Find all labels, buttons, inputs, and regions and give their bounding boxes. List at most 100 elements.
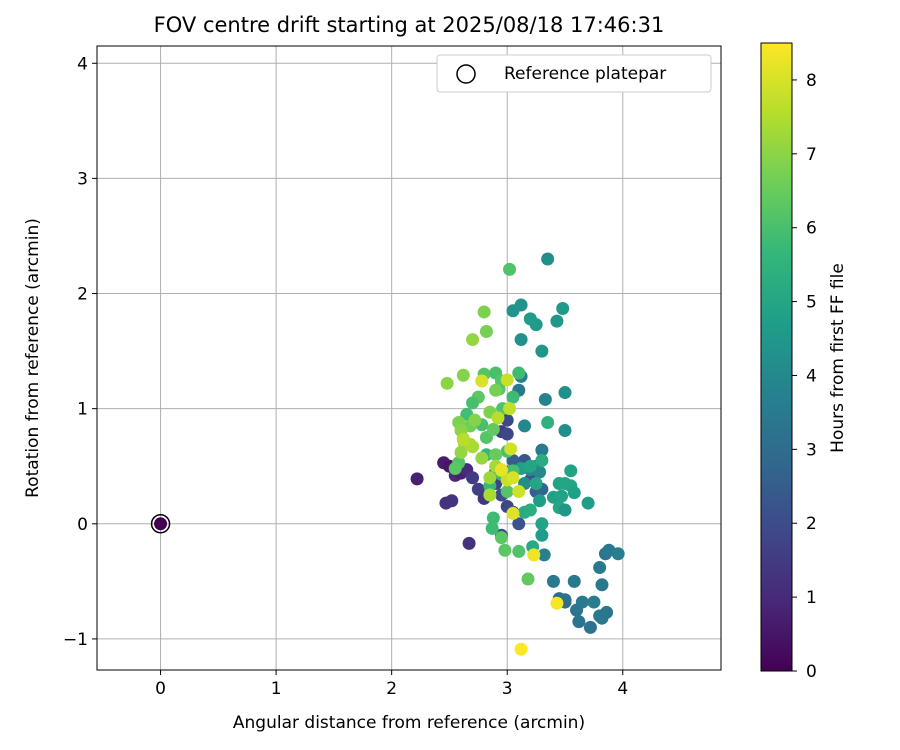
data-point xyxy=(558,424,572,438)
data-point xyxy=(564,464,578,478)
data-point xyxy=(523,503,537,517)
data-point xyxy=(583,620,597,634)
x-tick-label: 1 xyxy=(271,679,282,699)
data-point xyxy=(535,453,549,467)
data-point xyxy=(477,305,491,319)
data-point xyxy=(541,415,555,429)
data-point xyxy=(512,544,526,558)
data-point xyxy=(466,471,480,485)
scatter-points xyxy=(150,252,625,656)
data-point xyxy=(581,496,595,510)
data-point xyxy=(500,427,514,441)
data-point xyxy=(593,561,607,575)
data-point xyxy=(468,413,482,427)
data-point xyxy=(500,373,514,387)
y-axis-ticks: −1 0 1 2 3 4 xyxy=(63,54,97,650)
data-point xyxy=(475,374,489,388)
data-point xyxy=(611,547,625,561)
x-tick-label: 2 xyxy=(386,679,397,699)
data-point xyxy=(600,605,614,619)
x-tick-label: 3 xyxy=(502,679,513,699)
y-axis-label: Rotation from reference (arcmin) xyxy=(23,218,43,498)
data-point xyxy=(462,536,476,550)
colorbar-label: Hours from first FF file xyxy=(828,263,848,453)
data-point xyxy=(558,503,572,517)
legend: Reference platepar xyxy=(436,54,712,93)
data-point xyxy=(587,595,601,609)
data-point xyxy=(483,471,497,485)
data-point xyxy=(506,506,520,520)
colorbar-tick-label: 8 xyxy=(806,71,817,91)
data-point xyxy=(550,596,564,610)
data-point xyxy=(483,488,497,502)
data-point xyxy=(503,262,517,276)
data-point xyxy=(546,574,560,588)
data-point xyxy=(556,301,570,315)
data-point xyxy=(512,517,526,531)
data-point xyxy=(535,443,549,457)
data-point xyxy=(494,463,508,477)
x-axis-label: Angular distance from reference (arcmin) xyxy=(233,713,585,733)
data-point xyxy=(572,615,586,629)
data-point xyxy=(514,298,528,312)
y-tick-label: 4 xyxy=(77,54,88,74)
colorbar-tick-label: 7 xyxy=(806,145,817,165)
data-point xyxy=(498,543,512,557)
data-point xyxy=(523,459,537,473)
y-tick-label: 2 xyxy=(77,285,88,305)
data-point xyxy=(494,531,508,545)
data-point xyxy=(454,445,468,459)
legend-box xyxy=(436,54,712,93)
data-point xyxy=(521,572,535,586)
data-point xyxy=(475,451,489,465)
x-tick-label: 0 xyxy=(155,679,166,699)
data-point xyxy=(440,376,454,390)
data-point xyxy=(567,574,581,588)
data-point xyxy=(533,494,547,508)
data-point xyxy=(489,383,503,397)
x-axis-ticks: 0 1 2 3 4 xyxy=(155,670,628,699)
colorbar: 0 1 2 3 4 5 6 7 8 Hours from first FF file xyxy=(760,42,848,682)
colorbar-tick-label: 4 xyxy=(806,366,817,386)
data-point xyxy=(504,442,518,456)
data-point xyxy=(567,486,581,500)
legend-label: Reference platepar xyxy=(504,64,666,84)
data-point xyxy=(514,642,528,656)
y-tick-label: 0 xyxy=(77,515,88,535)
data-point xyxy=(410,472,424,486)
y-tick-label: 1 xyxy=(77,400,88,420)
data-point xyxy=(535,344,549,358)
data-point xyxy=(456,433,470,447)
colorbar-fill xyxy=(760,42,793,672)
data-point xyxy=(558,386,572,400)
colorbar-tick-label: 1 xyxy=(806,588,817,608)
data-point xyxy=(486,422,500,436)
data-point xyxy=(550,314,564,328)
colorbar-tick-label: 2 xyxy=(806,514,817,534)
data-point xyxy=(154,517,168,531)
data-point xyxy=(491,411,505,425)
grid-lines xyxy=(97,46,721,670)
data-point xyxy=(506,390,520,404)
data-point xyxy=(448,462,462,476)
data-point xyxy=(595,578,609,592)
colorbar-tick-label: 5 xyxy=(806,293,817,313)
data-point xyxy=(523,312,537,326)
data-point xyxy=(503,402,517,416)
plot-frame xyxy=(96,45,722,671)
data-point xyxy=(514,333,528,347)
y-tick-label: 3 xyxy=(77,169,88,189)
data-point xyxy=(555,489,569,503)
data-point xyxy=(541,252,555,266)
data-point xyxy=(486,511,500,525)
data-point xyxy=(535,528,549,542)
y-tick-label: −1 xyxy=(63,630,88,650)
data-point xyxy=(466,396,480,410)
data-point xyxy=(535,517,549,531)
colorbar-tick-label: 3 xyxy=(806,440,817,460)
data-point xyxy=(466,333,480,347)
data-point xyxy=(512,366,526,380)
data-point xyxy=(512,485,526,499)
colorbar-tick-label: 0 xyxy=(806,662,817,682)
reference-platepar-marker xyxy=(150,514,171,534)
